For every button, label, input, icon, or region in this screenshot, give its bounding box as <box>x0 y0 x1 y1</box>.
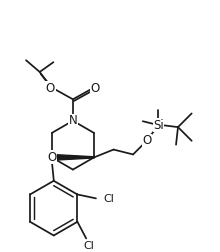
Text: Cl: Cl <box>84 241 95 251</box>
Text: N: N <box>69 114 77 127</box>
Polygon shape <box>52 154 94 160</box>
Text: Si: Si <box>153 119 164 132</box>
Text: O: O <box>46 82 55 95</box>
Text: O: O <box>142 134 151 147</box>
Text: Cl: Cl <box>104 194 115 204</box>
Text: O: O <box>91 82 100 95</box>
Text: O: O <box>47 151 56 164</box>
